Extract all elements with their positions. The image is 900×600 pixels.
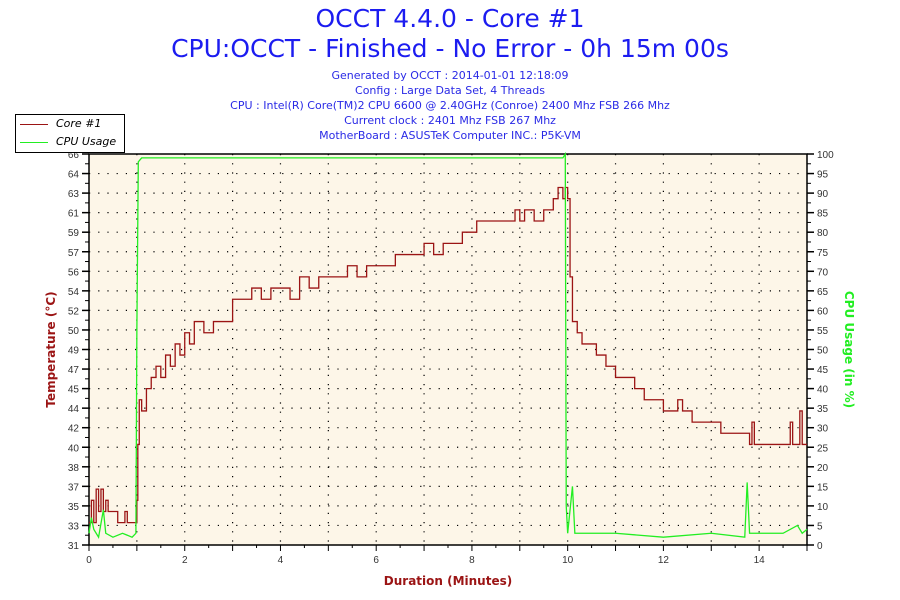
info-cpu: CPU : Intel(R) Core(TM)2 CPU 6600 @ 2.40…	[230, 99, 670, 112]
y2-axis-label: CPU Usage (in %)	[842, 291, 856, 408]
y2-tick-label: 65	[817, 287, 829, 298]
y2-tick-label: 0	[817, 541, 823, 552]
y-tick-label: 42	[68, 424, 80, 435]
y2-tick-label: 5	[817, 521, 823, 532]
y-tick-label: 63	[68, 189, 80, 200]
y2-tick-label: 25	[817, 443, 829, 454]
y2-tick-label: 40	[817, 385, 829, 396]
y-tick-label: 33	[68, 521, 80, 532]
y-tick-label: 64	[68, 170, 80, 181]
y2-tick-label: 80	[817, 228, 829, 239]
y2-tick-label: 85	[817, 209, 829, 220]
y-tick-label: 61	[68, 209, 80, 220]
core-temperature-line	[89, 186, 807, 524]
y2-tick-label: 20	[817, 463, 829, 474]
info-config: Config : Large Data Set, 4 Threads	[355, 84, 545, 97]
x-tick-label: 14	[754, 555, 766, 566]
y-tick-label: 45	[68, 385, 80, 396]
info-motherboard: MotherBoard : ASUSTeK Computer INC.: P5K…	[319, 129, 581, 142]
legend-item-cpu: CPU Usage	[16, 133, 124, 151]
info-generated: Generated by OCCT : 2014-01-01 12:18:09	[331, 69, 569, 82]
chart-title: OCCT 4.4.0 - Core #1	[315, 4, 585, 33]
y-tick-label: 47	[68, 365, 80, 376]
y2-tick-label: 10	[817, 502, 829, 513]
y-tick-label: 35	[68, 502, 80, 513]
y-axis-label: Temperature (°C)	[44, 291, 58, 407]
legend-label-core: Core #1	[56, 117, 102, 130]
x-tick-label: 8	[469, 555, 475, 566]
y2-tick-label: 100	[817, 150, 834, 161]
legend-label-cpu: CPU Usage	[56, 135, 117, 148]
x-tick-label: 10	[562, 555, 574, 566]
cpu-usage-line	[88, 151, 808, 539]
legend: Core #1 CPU Usage	[15, 114, 125, 153]
y2-tick-label: 35	[817, 404, 829, 415]
y-tick-label: 59	[68, 228, 80, 239]
x-tick-label: 12	[658, 555, 670, 566]
y2-tick-label: 75	[817, 248, 829, 259]
legend-item-core: Core #1	[16, 115, 124, 133]
y2-tick-label: 30	[817, 424, 829, 435]
y-tick-label: 44	[68, 404, 80, 415]
x-tick-label: 2	[182, 555, 188, 566]
y-tick-label: 57	[68, 248, 80, 259]
y-tick-label: 49	[68, 346, 80, 357]
info-clock: Current clock : 2401 Mhz FSB 267 Mhz	[344, 114, 556, 127]
plot-border	[88, 153, 808, 546]
y-tick-label: 37	[68, 482, 80, 493]
y2-tick-label: 50	[817, 346, 829, 357]
y2-tick-label: 90	[817, 189, 829, 200]
y2-tick-label: 60	[817, 306, 829, 317]
x-axis-label: Duration (Minutes)	[384, 574, 512, 588]
info-block: Generated by OCCT : 2014-01-01 12:18:09 …	[0, 68, 900, 143]
y-tick-label: 56	[68, 267, 80, 278]
x-tick-label: 6	[373, 555, 379, 566]
y2-tick-label: 95	[817, 170, 829, 181]
y2-tick-label: 15	[817, 482, 829, 493]
y-tick-label: 52	[68, 306, 80, 317]
y-tick-label: 54	[68, 287, 80, 298]
y-tick-label: 66	[68, 150, 80, 161]
x-tick-label: 4	[278, 555, 284, 566]
y-tick-label: 40	[68, 443, 80, 454]
chart-subtitle: CPU:OCCT - Finished - No Error - 0h 15m …	[171, 34, 729, 63]
y-tick-label: 31	[68, 541, 80, 552]
chart-title-block: OCCT 4.4.0 - Core #1 CPU:OCCT - Finished…	[0, 4, 900, 64]
y2-tick-label: 70	[817, 267, 829, 278]
y2-tick-label: 45	[817, 365, 829, 376]
y-tick-label: 50	[68, 326, 80, 337]
x-tick-label: 0	[86, 555, 92, 566]
y-tick-label: 38	[68, 463, 80, 474]
y2-tick-label: 55	[817, 326, 829, 337]
